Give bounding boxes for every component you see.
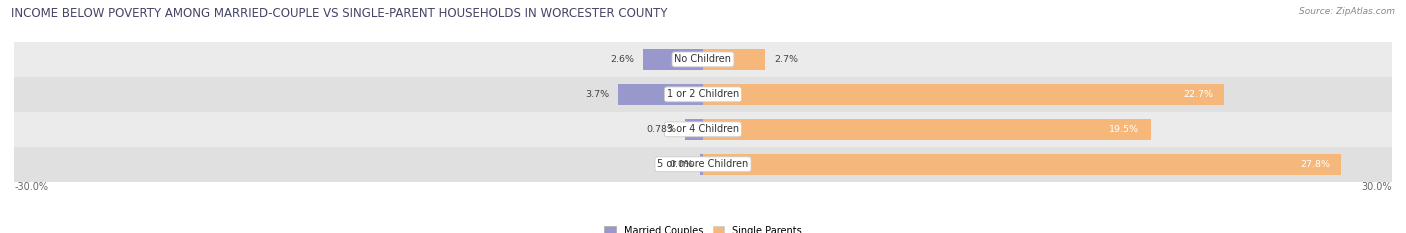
- Text: 2.7%: 2.7%: [775, 55, 799, 64]
- Text: No Children: No Children: [675, 55, 731, 64]
- Bar: [14, 42, 1392, 77]
- Text: INCOME BELOW POVERTY AMONG MARRIED-COUPLE VS SINGLE-PARENT HOUSEHOLDS IN WORCEST: INCOME BELOW POVERTY AMONG MARRIED-COUPL…: [11, 7, 668, 20]
- Text: 3.7%: 3.7%: [585, 90, 609, 99]
- Text: 27.8%: 27.8%: [1301, 160, 1330, 169]
- Bar: [685, 119, 703, 140]
- Bar: [703, 84, 1225, 105]
- Bar: [14, 147, 1392, 182]
- Bar: [703, 119, 1152, 140]
- Bar: [703, 154, 1341, 175]
- Bar: [14, 112, 1392, 147]
- Text: 22.7%: 22.7%: [1182, 90, 1213, 99]
- Text: 30.0%: 30.0%: [1361, 182, 1392, 192]
- Text: -30.0%: -30.0%: [14, 182, 48, 192]
- Text: 1 or 2 Children: 1 or 2 Children: [666, 89, 740, 99]
- Legend: Married Couples, Single Parents: Married Couples, Single Parents: [605, 226, 801, 233]
- Bar: [619, 84, 703, 105]
- Text: 0.78%: 0.78%: [645, 125, 676, 134]
- Text: Source: ZipAtlas.com: Source: ZipAtlas.com: [1299, 7, 1395, 16]
- Text: 3 or 4 Children: 3 or 4 Children: [666, 124, 740, 134]
- Text: 19.5%: 19.5%: [1109, 125, 1139, 134]
- Bar: [703, 49, 765, 70]
- Bar: [14, 77, 1392, 112]
- Text: 5 or more Children: 5 or more Children: [658, 159, 748, 169]
- Bar: [700, 154, 703, 175]
- Text: 2.6%: 2.6%: [610, 55, 634, 64]
- Text: 0.0%: 0.0%: [669, 160, 693, 169]
- Bar: [644, 49, 703, 70]
